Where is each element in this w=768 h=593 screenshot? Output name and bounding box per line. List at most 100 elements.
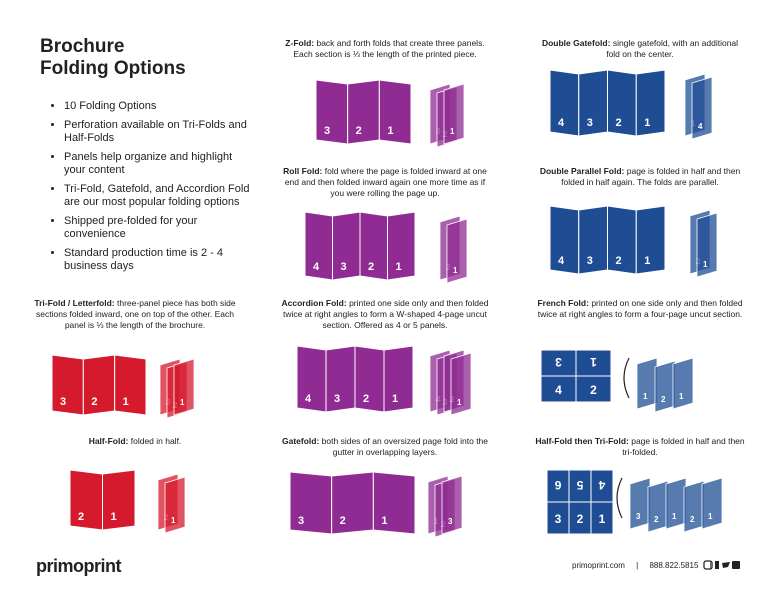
fold-description: Accordion Fold: printed one side only an… xyxy=(279,298,491,331)
folded-number: 2 xyxy=(661,395,666,404)
panel xyxy=(354,345,385,413)
icon xyxy=(722,562,730,568)
panel xyxy=(114,354,147,416)
fold-name: Double Gatefold: xyxy=(541,38,611,48)
panel-number: 1 xyxy=(644,255,650,267)
panel xyxy=(540,349,577,377)
panel-number: 1 xyxy=(644,117,650,129)
arrow xyxy=(616,477,623,519)
fold-description: Gatefold: both sides of an oversized pag… xyxy=(279,436,491,458)
folded-number: 3 xyxy=(636,512,641,521)
panel-number: 4 xyxy=(555,383,562,397)
folded-panel xyxy=(636,357,658,410)
icon xyxy=(732,561,740,569)
panel-number: 3 xyxy=(587,255,593,267)
fold-description: Roll Fold: fold where the page is folded… xyxy=(279,166,491,199)
fold-diagram: 3 1 4 2 1 2 1 xyxy=(540,349,694,413)
panel xyxy=(575,375,612,403)
panel xyxy=(383,345,414,413)
folded-panel xyxy=(173,358,195,416)
fold-name: Z-Fold: xyxy=(285,38,315,48)
separator: | xyxy=(709,561,712,570)
folded-panel xyxy=(647,480,669,533)
panel xyxy=(607,205,637,275)
fold-name: Half-Fold: xyxy=(88,436,129,446)
folded-panel xyxy=(450,352,472,416)
title-line: Folding Options xyxy=(40,58,186,79)
brand-logo: primoprint xyxy=(36,556,122,576)
contact: primoprint.com | 888.822.5815 | xyxy=(572,561,719,570)
panel xyxy=(372,471,416,535)
fold-text: single gatefold, with an additional fold… xyxy=(606,38,739,59)
folded-panel xyxy=(683,480,705,533)
panel xyxy=(549,205,580,275)
fold-description: Double Parallel Fold: page is folded in … xyxy=(534,166,746,188)
panel-number: 4 xyxy=(558,255,565,267)
social-icons xyxy=(703,560,740,570)
fold-text: printed one side only and then folded tw… xyxy=(283,298,489,330)
bullet: Perforation available on Tri-Folds and H… xyxy=(64,119,254,145)
folded-panel xyxy=(164,476,186,534)
fold-name: Accordion Fold: xyxy=(281,298,347,308)
folded-number: 1 xyxy=(180,398,185,407)
folded-panel xyxy=(441,475,463,535)
footer: primoprint primoprint.com | 888.822.5815… xyxy=(0,553,768,583)
bullet: Tri-Fold, Gatefold, and Accordion Fold a… xyxy=(64,183,254,209)
panel-number: 2 xyxy=(616,255,622,267)
fold-diagram: 432121 xyxy=(549,205,718,278)
website: primoprint.com xyxy=(572,561,625,570)
panel-number: 1 xyxy=(387,125,393,137)
fold-description: Half-Fold then Tri-Fold: page is folded … xyxy=(534,436,746,458)
panel xyxy=(578,205,608,275)
folded-panel xyxy=(701,477,723,530)
fold-diagram: 432121 xyxy=(304,211,468,284)
folded-number: 1 xyxy=(171,516,176,525)
fold-text: fold where the page is folded inward at … xyxy=(284,166,487,198)
folded-panel xyxy=(443,83,465,145)
panel xyxy=(102,469,136,531)
panel xyxy=(575,349,612,377)
folded-number: 2 xyxy=(654,515,659,524)
panel-number: 4 xyxy=(305,393,312,405)
panel-number: 2 xyxy=(363,393,369,405)
folded-panel xyxy=(665,477,687,530)
fold-description: French Fold: printed on one side only an… xyxy=(534,298,746,320)
phone: 888.822.5815 xyxy=(649,561,699,570)
panel xyxy=(540,375,577,403)
folded-number: 1 xyxy=(703,260,708,269)
bullet: Panels help organize and highlight your … xyxy=(64,151,254,177)
panel xyxy=(378,79,412,145)
fold-name: Gatefold: xyxy=(281,436,320,446)
fold-diagram: 321123 xyxy=(289,471,463,538)
folded-number: 3 xyxy=(448,517,453,526)
panel xyxy=(607,69,637,137)
fold-diagram: 43214321 xyxy=(296,345,472,416)
panel-number: 4 xyxy=(313,261,320,273)
panel-number: 3 xyxy=(555,512,562,526)
panel-number: 5 xyxy=(576,478,583,492)
fold-description: Z-Fold: back and forth folds that create… xyxy=(279,38,491,60)
panel-number: 2 xyxy=(577,512,584,526)
fold-text: back and forth folds that create three p… xyxy=(293,38,485,59)
fold-description: Tri-Fold / Letterfold: three-panel piece… xyxy=(29,298,241,331)
panel xyxy=(549,69,580,137)
fold-text: printed on one side only and then folded… xyxy=(537,298,743,319)
folded-number: 1 xyxy=(708,512,713,521)
fold-description: Double Gatefold: single gatefold, with a… xyxy=(534,38,746,60)
fold-text: folded in half. xyxy=(130,436,182,446)
panel-number: 1 xyxy=(392,393,398,405)
folded-number: 2 xyxy=(690,515,695,524)
folded-number: 1 xyxy=(672,512,677,521)
panel-number: 2 xyxy=(616,117,622,129)
panel-number: 1 xyxy=(111,511,117,523)
panel-number: 1 xyxy=(590,355,597,369)
bullet-list: 10 Folding Options Perforation available … xyxy=(50,100,254,279)
panel xyxy=(315,79,349,145)
folded-panel xyxy=(654,360,676,413)
panel xyxy=(387,211,416,281)
folded-number: 1 xyxy=(643,392,648,401)
bullet: 10 Folding Options xyxy=(64,100,254,113)
